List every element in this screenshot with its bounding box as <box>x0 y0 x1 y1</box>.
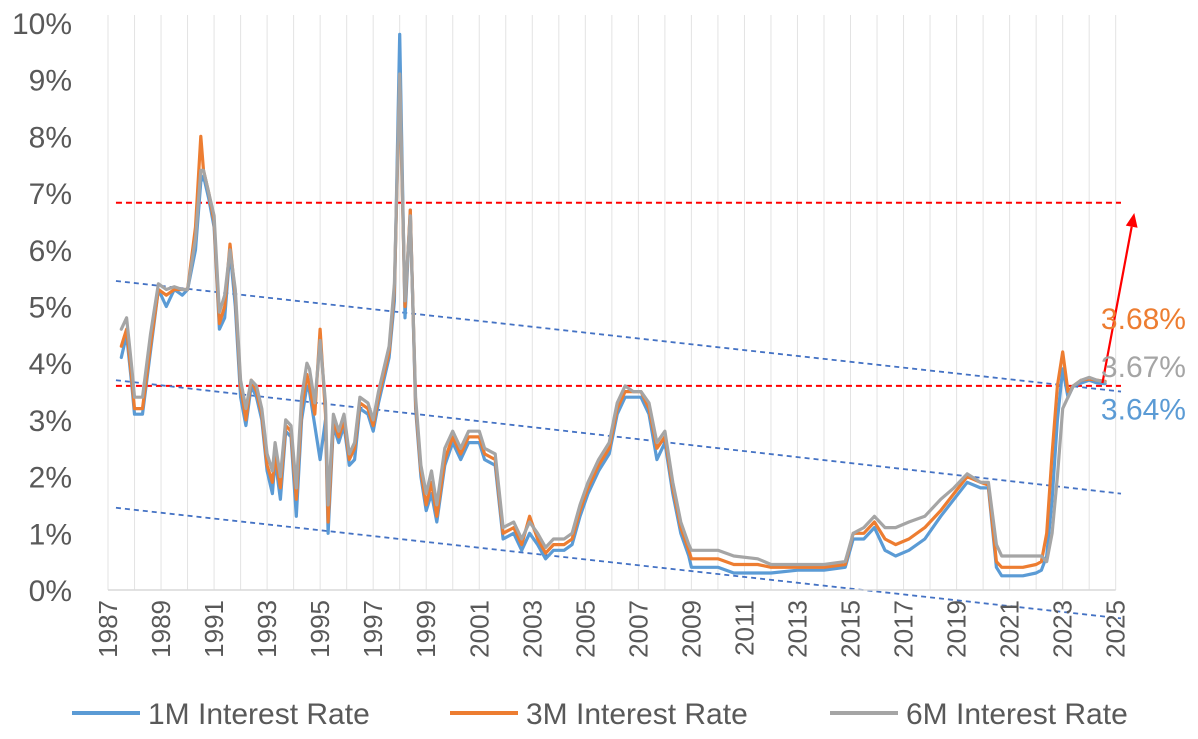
x-tick-label: 2025 <box>1101 600 1131 658</box>
vertical-gridlines <box>107 15 1117 590</box>
x-tick-label: 1999 <box>411 600 441 658</box>
end-label: 3.64% <box>1101 394 1186 427</box>
x-tick-label: 2009 <box>676 600 706 658</box>
x-tick-label: 2001 <box>464 600 494 658</box>
y-tick-label: 2% <box>29 462 72 495</box>
trend-lines <box>115 280 1122 620</box>
x-tick-label: 2013 <box>782 600 812 658</box>
y-tick-label: 9% <box>29 65 72 98</box>
y-tick-label: 10% <box>12 8 72 41</box>
x-tick-label: 2015 <box>836 600 866 658</box>
y-tick-label: 7% <box>29 178 72 211</box>
end-label: 3.68% <box>1101 303 1186 336</box>
legend-label: 6M Interest Rate <box>906 698 1128 731</box>
y-tick-label: 1% <box>29 518 72 551</box>
y-tick-label: 4% <box>29 348 72 381</box>
x-tick-label: 1987 <box>93 600 123 658</box>
end-value-labels: 3.68% 3.67% 3.64% <box>1101 303 1186 427</box>
legend: 1M Interest Rate 3M Interest Rate 6M Inter… <box>72 698 1128 731</box>
x-tick-label: 1991 <box>199 600 229 658</box>
trend-line-2 <box>115 379 1122 495</box>
x-tick-label: 2005 <box>570 600 600 658</box>
x-tick-label: 1995 <box>305 600 335 658</box>
x-tick-label: 1997 <box>358 600 388 658</box>
y-tick-label: 8% <box>29 121 72 154</box>
y-tick-label: 6% <box>29 235 72 268</box>
x-tick-label: 2021 <box>995 600 1025 658</box>
y-tick-label: 3% <box>29 405 72 438</box>
x-tick-label: 1989 <box>146 600 176 658</box>
series-line-1m-interest-rate <box>119 32 1107 578</box>
reference-lines <box>115 201 1121 387</box>
y-tick-label: 5% <box>29 292 72 325</box>
end-label: 3.67% <box>1101 351 1186 384</box>
x-tick-label: 2007 <box>623 600 653 658</box>
trend-line-3 <box>115 506 1122 620</box>
y-tick-label: 0% <box>29 575 72 608</box>
x-tick-label: 2003 <box>517 600 547 658</box>
projection-arrow <box>1101 212 1138 384</box>
y-axis-tick-labels: 0% 1% 2% 3% 4% 5% 6% 7% 8% 9% 10% <box>12 8 72 608</box>
x-axis-tick-labels: 1987 1989 1991 1993 1995 1997 1999 2001 2003 2005… <box>93 600 1131 658</box>
legend-label: 1M Interest Rate <box>148 698 370 731</box>
series-lines <box>119 32 1107 578</box>
legend-label: 3M Interest Rate <box>526 698 748 731</box>
arrow-head <box>1125 212 1138 228</box>
trend-line-1 <box>115 280 1122 393</box>
series-line-6m-interest-rate <box>119 72 1107 567</box>
x-tick-label: 2023 <box>1048 600 1078 658</box>
x-tick-label: 2017 <box>889 600 919 658</box>
arrow-shaft <box>1101 226 1133 384</box>
x-tick-label: 2019 <box>942 600 972 658</box>
x-tick-label: 2011 <box>729 600 759 656</box>
x-tick-label: 1993 <box>252 600 282 658</box>
